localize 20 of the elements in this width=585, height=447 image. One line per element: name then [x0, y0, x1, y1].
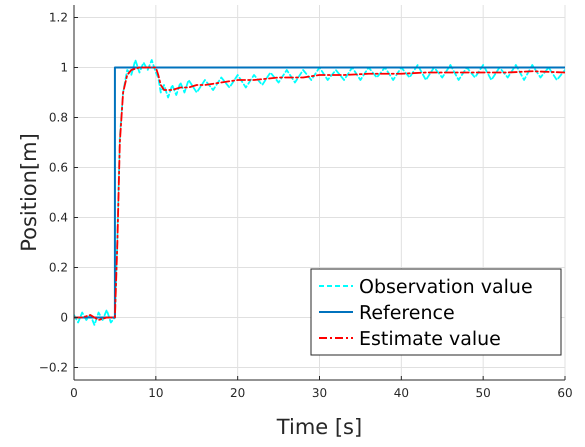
- y-tick-label: −0.2: [38, 360, 68, 374]
- legend-label: Estimate value: [359, 328, 501, 350]
- legend-label: Observation value: [359, 276, 533, 298]
- y-tick-label: 0.2: [48, 260, 68, 274]
- y-tick-label: 1.2: [48, 10, 68, 24]
- x-tick-label: 0: [70, 386, 78, 400]
- y-tick-label: 0.6: [48, 160, 68, 174]
- y-tick-label: 0.4: [48, 210, 68, 224]
- x-tick-label: 30: [312, 386, 328, 400]
- x-tick-label: 20: [230, 386, 246, 400]
- y-axis-title: Position[m]: [17, 133, 41, 252]
- x-axis-title: Time [s]: [276, 415, 362, 439]
- x-tick-label: 10: [148, 386, 164, 400]
- x-tick-label: 50: [476, 386, 491, 400]
- x-tick-label: 60: [557, 386, 573, 400]
- y-tick-label: 0: [60, 310, 68, 324]
- x-tick-label: 40: [394, 386, 409, 400]
- y-tick-label: 1: [60, 60, 68, 74]
- y-tick-label: 0.8: [48, 110, 68, 124]
- legend-label: Reference: [359, 302, 455, 324]
